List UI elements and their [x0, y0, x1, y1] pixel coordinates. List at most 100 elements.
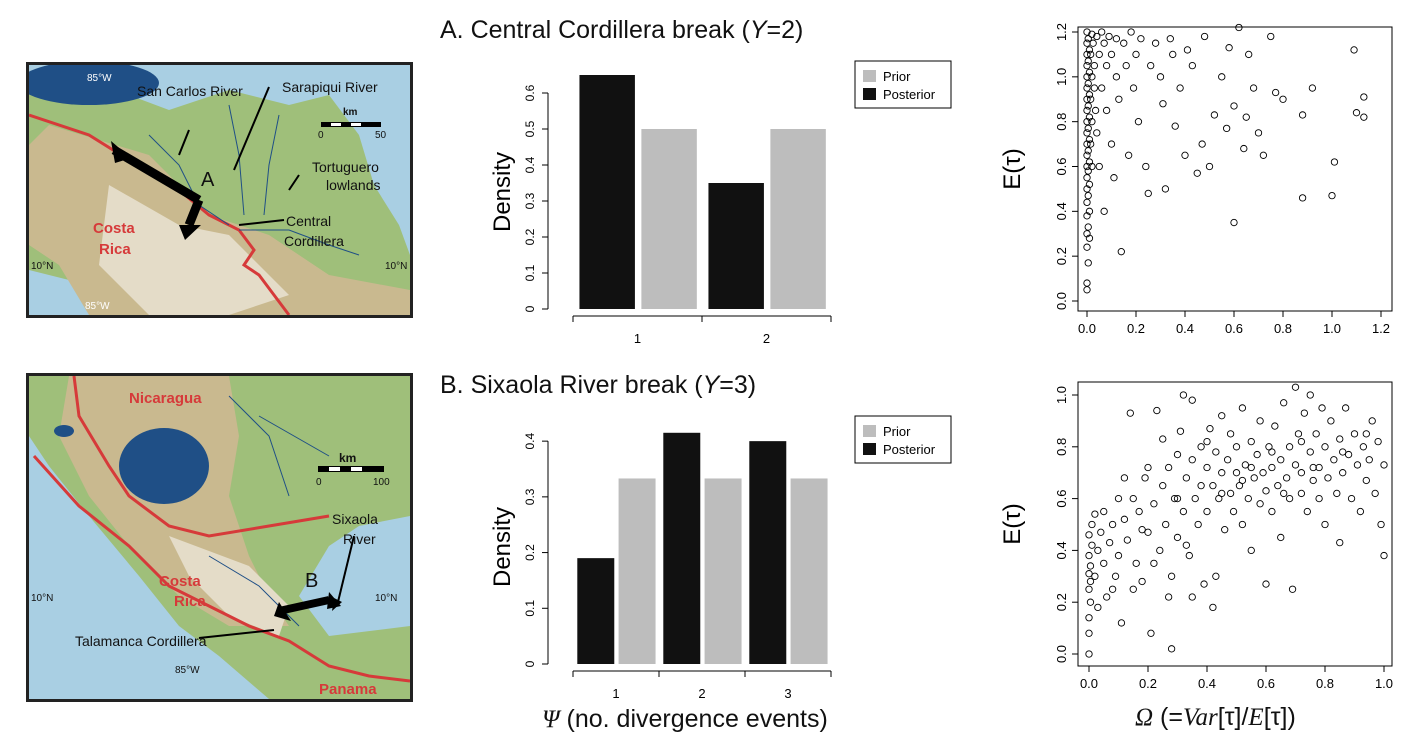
x-tick-label: 3 [784, 686, 791, 701]
scatter-point [1277, 456, 1285, 464]
map-sixaola: Nicaragua km 0 100 Sixaola River B Costa… [26, 373, 413, 702]
scatter-point [1087, 95, 1095, 103]
scatter-point [1315, 463, 1323, 472]
scatter-point [1221, 526, 1229, 534]
bar-prior [704, 478, 742, 664]
legend-label-posterior: Posterior [883, 87, 936, 102]
scatter-point [1324, 474, 1332, 482]
scatter-point [1300, 409, 1308, 417]
scatter-point [1108, 585, 1117, 593]
scatter-point [1297, 437, 1306, 446]
scatter-point [1291, 461, 1300, 469]
scatter-point [1303, 507, 1311, 516]
y-tick-label: 0.0 [1054, 645, 1069, 663]
scatter-point [1112, 35, 1121, 43]
map-b-scale-km: km [339, 451, 357, 465]
scatter-point [1084, 223, 1092, 231]
scatter-point [1274, 482, 1282, 490]
scatter-point [1120, 474, 1129, 482]
map-b-lat-right: 10°N [375, 593, 398, 604]
y-tick-label: 0.2 [1054, 593, 1069, 611]
scatter-point [1085, 180, 1094, 189]
scatter-x-axis-title: Ω (=Var[τ]/E[τ]) [1135, 703, 1296, 731]
plot-frame [1077, 26, 1393, 312]
scatter-point [1279, 95, 1287, 103]
scatter-point [1150, 559, 1158, 568]
scatter-point [1309, 476, 1317, 485]
scatter-point [1085, 629, 1093, 637]
scatter-point [1362, 430, 1370, 438]
scatter-point [1194, 520, 1202, 529]
scatter-point [1088, 118, 1096, 126]
scatter-point [1084, 79, 1092, 88]
scatter-point [1083, 140, 1091, 148]
scatter-point [1120, 515, 1129, 523]
scatter-point [1222, 124, 1231, 133]
scatter-point [1084, 57, 1092, 65]
scatter-point [1107, 140, 1116, 148]
scatter-point [1083, 185, 1091, 193]
scatter-point [1193, 169, 1201, 177]
scatter-point [1153, 406, 1161, 415]
scatter-point [1164, 593, 1173, 601]
scatter-point [1093, 32, 1101, 41]
scatter-point [1291, 383, 1300, 391]
x-tick-label: 0.8 [1316, 676, 1334, 691]
scatter-point [1229, 507, 1238, 516]
scatter-point [1085, 207, 1094, 215]
scatter-point [1250, 474, 1258, 482]
scatter-point [1083, 95, 1091, 103]
y-tick-label: 0.5 [523, 120, 537, 137]
scatter-point [1374, 437, 1382, 446]
scatter-point [1083, 73, 1091, 81]
y-tick-label: 0.1 [523, 600, 537, 617]
scatter-point [1240, 144, 1248, 153]
scatter-point [1200, 32, 1209, 41]
x-tick-label: 0.6 [1225, 321, 1243, 336]
scatter-plot-b: 0.0 0.2 0.4 0.6 0.8 1.0 0.0 0.2 0.4 0.6 0.8 1.0 E(τ) [1000, 381, 1393, 691]
map-a-label-rica: Rica [99, 241, 131, 258]
scatter-point [1085, 551, 1093, 560]
scatter-point [1249, 84, 1258, 92]
map-a-marker: A [201, 169, 215, 191]
scatter-point [1232, 469, 1241, 477]
scatter-point [1280, 399, 1288, 407]
y-axis-title: Density [490, 152, 516, 232]
scatter-point [1188, 456, 1196, 464]
scatter-point [1126, 409, 1134, 417]
scatter-point [1298, 194, 1307, 202]
bar-prior [770, 129, 826, 309]
scatter-point [1294, 430, 1303, 438]
scatter-point [1098, 84, 1106, 92]
scatter-point [1086, 562, 1095, 570]
scatter-point [1085, 614, 1093, 622]
map-b-label-talamanca: Talamanca Cordillera [75, 633, 207, 649]
scatter-point [1259, 469, 1267, 477]
legend-swatch-prior [863, 425, 876, 437]
x-tick-label: 1.2 [1372, 321, 1390, 336]
scatter-point [1084, 124, 1092, 133]
scatter-point [1084, 191, 1092, 200]
scatter-point [1268, 507, 1276, 516]
scatter-point [1095, 50, 1103, 59]
y-axis-title: Density [490, 507, 516, 587]
scatter-point [1181, 151, 1189, 159]
scatter-point [1253, 450, 1261, 459]
scatter-point [1360, 113, 1368, 121]
x-tick-label: 2 [763, 331, 770, 346]
scatter-point [1271, 88, 1280, 97]
scatter-point [1083, 286, 1091, 294]
scatter-point [1084, 259, 1092, 267]
scatter-point [1197, 482, 1205, 490]
scatter-point [1144, 189, 1152, 198]
scatter-point [1306, 448, 1314, 456]
map-a-label-costa: Costa [93, 220, 135, 237]
y-tick-label: 0.3 [523, 192, 537, 209]
scatter-point [1094, 546, 1102, 555]
scatter-point [1156, 546, 1164, 555]
x-tick-label: 1 [612, 686, 619, 701]
scatter-point [1238, 476, 1247, 485]
scatter-point [1084, 102, 1092, 110]
scatter-point [1285, 494, 1294, 503]
legend-swatch-posterior [863, 443, 876, 455]
